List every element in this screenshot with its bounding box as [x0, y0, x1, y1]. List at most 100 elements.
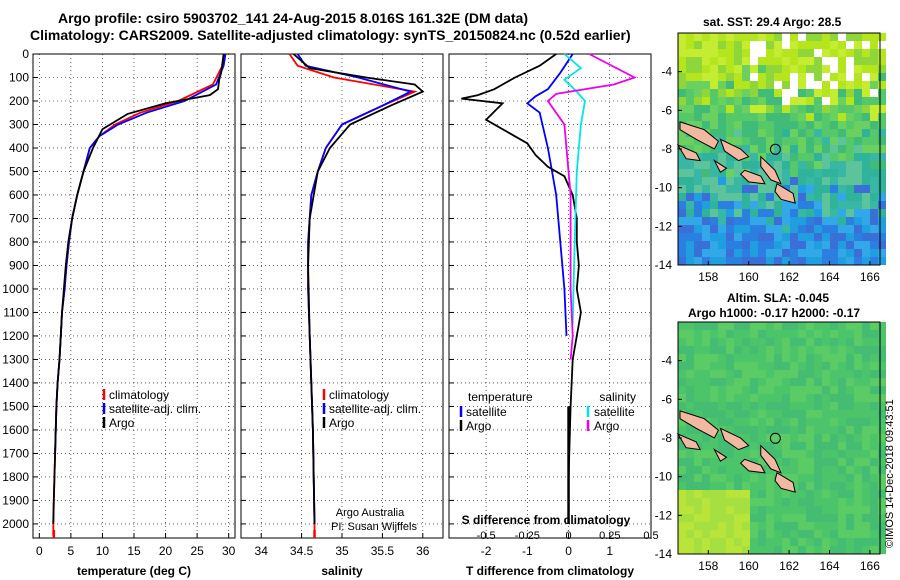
differences-xtick-label-0: -2	[481, 544, 492, 558]
temperature-xtick-label-5: 25	[190, 544, 204, 558]
sst-map-island-4	[774, 183, 796, 204]
temperature-legend-label-2: Argo	[109, 416, 135, 430]
depth-tick-label-13: 1300	[2, 352, 29, 366]
differences-xtick-label-1: -1	[522, 544, 533, 558]
diff-legend-header-salinity: salinity	[599, 390, 636, 404]
depth-tick-label-4: 400	[9, 141, 29, 155]
imos-credit: ©IMOS 14-Dec-2018 09:43:51	[884, 399, 896, 548]
sst-map-ytick-label-0: -4	[661, 65, 672, 79]
sst-map-ytick-label-4: -12	[655, 219, 673, 233]
sst-map-xtick-label-1: 160	[739, 270, 759, 284]
salinity-annotation-line1: Argo Australia	[336, 507, 405, 519]
sst-map-island-2	[739, 169, 766, 185]
depth-tick-label-17: 1700	[2, 446, 29, 460]
sst-map-island-5	[676, 144, 702, 162]
differences-line-3	[546, 53, 637, 360]
diff-legend-left-label-1: Argo	[466, 419, 492, 433]
depth-tick-label-8: 800	[9, 235, 29, 249]
sst-map-ytick-label-3: -10	[655, 181, 673, 195]
sst-map-xtick-label-2: 162	[779, 270, 799, 284]
salinity-legend-label-0: climatology	[329, 388, 389, 402]
sla-map-xtick-label-0: 158	[698, 559, 718, 573]
sst-map-xtick-label-3: 164	[819, 270, 839, 284]
sla-map-island-6	[713, 448, 728, 462]
diff-top-tick-label-1: -0.25	[515, 530, 540, 542]
sst-map-ytick-label-5: -14	[655, 258, 673, 272]
sla-map-argo-marker	[769, 432, 781, 444]
depth-tick-label-16: 1600	[2, 423, 29, 437]
temperature-legend-label-1: satellite-adj. clim.	[109, 402, 201, 416]
differences-line-1	[461, 53, 582, 524]
sla-map-ytick-label-1: -6	[661, 392, 672, 406]
depth-tick-label-14: 1400	[2, 376, 29, 390]
temperature-xtick-label-3: 15	[127, 544, 141, 558]
sla-map-title-line2: Argo h1000: -0.17 h2000: -0.17	[688, 306, 861, 320]
sst-map-island-6	[713, 159, 728, 173]
sla-map	[676, 321, 886, 555]
depth-tick-label-1: 100	[9, 70, 29, 84]
sst-map-ytick-label-2: -8	[661, 142, 672, 156]
sla-map-island-4	[774, 472, 796, 493]
salinity-xtick-label-4: 36	[416, 544, 430, 558]
temperature-legend-label-0: climatology	[109, 388, 169, 402]
sla-map-ytick-label-4: -12	[655, 508, 673, 522]
temperature-xtick-label-4: 20	[159, 544, 173, 558]
sst-map-ytick-label-1: -6	[661, 103, 672, 117]
temperature-xtick-label-2: 10	[96, 544, 110, 558]
diff-top-tick-label-0: -0.5	[477, 530, 496, 542]
depth-tick-label-12: 1200	[2, 329, 29, 343]
sla-map-xtick-label-2: 162	[779, 559, 799, 573]
sla-map-island-1	[719, 427, 750, 451]
depth-tick-label-10: 1000	[2, 282, 29, 296]
figure-title-line1: Argo profile: csiro 5903702_141 24-Aug-2…	[58, 10, 528, 26]
sla-map-island-2	[739, 458, 766, 474]
depth-tick-label-15: 1500	[2, 399, 29, 413]
sla-map-island-0	[679, 410, 720, 439]
sst-map-xtick-label-0: 158	[698, 270, 718, 284]
figure-title-line2: Climatology: CARS2009. Satellite-adjuste…	[30, 27, 631, 43]
sla-map-ytick-label-2: -8	[661, 431, 672, 445]
diff-legend-left-label-0: satellite	[466, 405, 507, 419]
sla-map-title-line1: Altim. SLA: -0.045	[727, 291, 830, 305]
sst-map-title: sat. SST: 29.4 Argo: 28.5	[703, 15, 842, 29]
sla-map-xtick-label-1: 160	[739, 559, 759, 573]
salinity-xlabel: salinity	[321, 564, 363, 578]
depth-tick-label-3: 300	[9, 117, 29, 131]
depth-tick-label-6: 600	[9, 188, 29, 202]
diff-legend-right-label-0: satellite	[594, 405, 635, 419]
differences-line-2	[562, 53, 586, 325]
depth-tick-label-11: 1100	[3, 305, 29, 319]
sst-map-island-3	[760, 155, 782, 185]
sst-map-island-0	[679, 121, 720, 150]
temperature-xlabel: temperature (deg C)	[77, 564, 191, 578]
sst-map-xtick-label-4: 166	[860, 270, 880, 284]
sla-map-xtick-label-4: 166	[860, 559, 880, 573]
salinity-xtick-label-2: 35	[335, 544, 349, 558]
diff-top-xlabel: S difference from climatology	[462, 513, 631, 527]
depth-tick-label-5: 500	[9, 164, 29, 178]
sla-map-xtick-label-3: 164	[819, 559, 839, 573]
salinity-xtick-label-3: 35.5	[371, 544, 395, 558]
sst-map-island-1	[719, 138, 750, 162]
diff-top-tick-label-3: 0.25	[599, 530, 620, 542]
diff-top-tick-label-2: 0	[565, 530, 571, 542]
salinity-line-2	[292, 53, 425, 524]
differences-xlabel: T difference from climatology	[466, 564, 634, 578]
sla-map-ytick-label-0: -4	[661, 354, 672, 368]
depth-tick-label-18: 1800	[2, 470, 29, 484]
temperature-xtick-label-0: 0	[36, 544, 43, 558]
differences-xtick-label-3: 1	[606, 544, 613, 558]
salinity-legend-label-1: satellite-adj. clim.	[329, 402, 421, 416]
temperature-xtick-label-1: 5	[68, 544, 75, 558]
sst-map	[676, 32, 886, 266]
depth-tick-label-0: 0	[22, 47, 29, 61]
depth-tick-label-20: 2000	[2, 517, 29, 531]
diff-legend-right-label-1: Argo	[594, 419, 620, 433]
depth-tick-label-7: 700	[9, 211, 29, 225]
differences-xtick-label-2: 0	[565, 544, 572, 558]
differences-line-0	[525, 53, 574, 336]
salinity-annotation-line2: PI: Susan Wijffels	[331, 521, 417, 533]
diff-top-tick-label-4: 0.5	[643, 530, 658, 542]
sla-map-ytick-label-3: -10	[655, 470, 673, 484]
